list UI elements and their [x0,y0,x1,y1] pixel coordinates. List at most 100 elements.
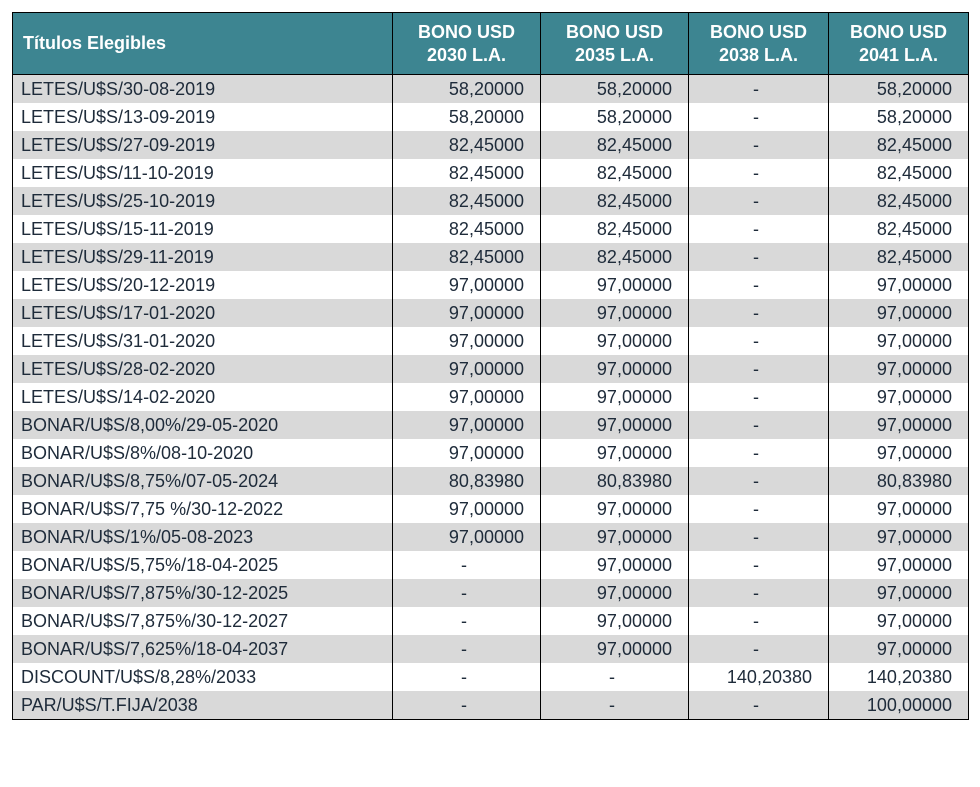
col-header-2030: BONO USD 2030 L.A. [393,13,541,75]
col-header-label-l2: 2030 L.A. [397,44,536,67]
cell-v2030: - [393,663,541,691]
cell-v2030: 82,45000 [393,131,541,159]
cell-titulo: BONAR/U$S/8,75%/07-05-2024 [13,467,393,495]
cell-v2035: 97,00000 [541,495,689,523]
cell-v2035: 80,83980 [541,467,689,495]
col-header-label-l1: BONO USD [693,21,824,44]
cell-v2038: - [689,327,829,355]
cell-v2038: - [689,215,829,243]
table-header: Títulos Elegibles BONO USD 2030 L.A. BON… [13,13,969,75]
cell-v2038: - [689,75,829,104]
cell-v2035: 97,00000 [541,635,689,663]
cell-v2038: - [689,523,829,551]
cell-v2030: 58,20000 [393,75,541,104]
col-header-label-l2: 2038 L.A. [693,44,824,67]
cell-v2035: 97,00000 [541,355,689,383]
cell-titulo: LETES/U$S/15-11-2019 [13,215,393,243]
cell-v2038: - [689,691,829,720]
table-row: BONAR/U$S/5,75%/18-04-2025-97,00000-97,0… [13,551,969,579]
cell-v2038: - [689,299,829,327]
cell-titulo: LETES/U$S/25-10-2019 [13,187,393,215]
col-header-2035: BONO USD 2035 L.A. [541,13,689,75]
cell-titulo: BONAR/U$S/7,75 %/30-12-2022 [13,495,393,523]
cell-v2030: 82,45000 [393,187,541,215]
cell-v2035: 97,00000 [541,607,689,635]
table-body: LETES/U$S/30-08-201958,2000058,20000-58,… [13,75,969,720]
col-header-label-l1: BONO USD [833,21,964,44]
cell-v2035: 97,00000 [541,271,689,299]
cell-v2038: - [689,607,829,635]
table-row: LETES/U$S/31-01-202097,0000097,00000-97,… [13,327,969,355]
cell-v2030: - [393,551,541,579]
cell-v2038: - [689,187,829,215]
table-row: BONAR/U$S/7,875%/30-12-2025-97,00000-97,… [13,579,969,607]
table-row: LETES/U$S/27-09-201982,4500082,45000-82,… [13,131,969,159]
cell-v2041: 97,00000 [829,551,969,579]
cell-v2041: 97,00000 [829,411,969,439]
table-row: BONAR/U$S/7,875%/30-12-2027-97,00000-97,… [13,607,969,635]
table-row: BONAR/U$S/7,75 %/30-12-202297,0000097,00… [13,495,969,523]
cell-titulo: BONAR/U$S/7,625%/18-04-2037 [13,635,393,663]
cell-v2035: 82,45000 [541,187,689,215]
cell-v2038: - [689,411,829,439]
cell-v2035: 97,00000 [541,327,689,355]
table-row: PAR/U$S/T.FIJA/2038---100,00000 [13,691,969,720]
cell-v2041: 82,45000 [829,243,969,271]
cell-titulo: LETES/U$S/27-09-2019 [13,131,393,159]
table-row: LETES/U$S/14-02-202097,0000097,00000-97,… [13,383,969,411]
cell-v2035: 82,45000 [541,215,689,243]
cell-v2035: 97,00000 [541,551,689,579]
cell-titulo: BONAR/U$S/7,875%/30-12-2025 [13,579,393,607]
table-row: LETES/U$S/25-10-201982,4500082,45000-82,… [13,187,969,215]
cell-v2041: 58,20000 [829,75,969,104]
cell-v2038: 140,20380 [689,663,829,691]
cell-v2030: 97,00000 [393,439,541,467]
cell-v2035: 58,20000 [541,103,689,131]
cell-v2041: 80,83980 [829,467,969,495]
cell-titulo: DISCOUNT/U$S/8,28%/2033 [13,663,393,691]
cell-v2038: - [689,635,829,663]
cell-v2035: 97,00000 [541,439,689,467]
cell-v2035: 82,45000 [541,131,689,159]
cell-v2030: 82,45000 [393,215,541,243]
cell-v2035: 97,00000 [541,523,689,551]
cell-v2038: - [689,243,829,271]
cell-titulo: LETES/U$S/28-02-2020 [13,355,393,383]
cell-v2038: - [689,467,829,495]
table-row: LETES/U$S/15-11-201982,4500082,45000-82,… [13,215,969,243]
cell-v2030: 97,00000 [393,383,541,411]
table-row: LETES/U$S/28-02-202097,0000097,00000-97,… [13,355,969,383]
cell-titulo: LETES/U$S/11-10-2019 [13,159,393,187]
cell-titulo: LETES/U$S/30-08-2019 [13,75,393,104]
eligible-titles-table: Títulos Elegibles BONO USD 2030 L.A. BON… [12,12,969,720]
table-row: BONAR/U$S/8,75%/07-05-202480,8398080,839… [13,467,969,495]
cell-titulo: BONAR/U$S/8,00%/29-05-2020 [13,411,393,439]
cell-v2030: 97,00000 [393,299,541,327]
cell-v2038: - [689,579,829,607]
cell-v2038: - [689,271,829,299]
cell-v2030: - [393,691,541,720]
cell-v2030: - [393,635,541,663]
cell-v2041: 97,00000 [829,523,969,551]
table-row: LETES/U$S/30-08-201958,2000058,20000-58,… [13,75,969,104]
cell-v2035: 97,00000 [541,299,689,327]
col-header-label-l2: 2035 L.A. [545,44,684,67]
cell-v2030: - [393,607,541,635]
cell-v2041: 82,45000 [829,215,969,243]
cell-titulo: PAR/U$S/T.FIJA/2038 [13,691,393,720]
cell-titulo: BONAR/U$S/5,75%/18-04-2025 [13,551,393,579]
cell-v2035: - [541,691,689,720]
cell-v2041: 97,00000 [829,635,969,663]
cell-v2035: - [541,663,689,691]
cell-v2030: 80,83980 [393,467,541,495]
cell-v2030: 97,00000 [393,355,541,383]
cell-v2041: 97,00000 [829,299,969,327]
cell-v2038: - [689,159,829,187]
cell-v2038: - [689,383,829,411]
table-row: BONAR/U$S/1%/05-08-202397,0000097,00000-… [13,523,969,551]
table-row: LETES/U$S/29-11-201982,4500082,45000-82,… [13,243,969,271]
col-header-label: Títulos Elegibles [23,32,388,55]
table-row: BONAR/U$S/8,00%/29-05-2020 97,00000 97,000… [13,411,969,439]
cell-v2041: 58,20000 [829,103,969,131]
cell-v2035: 97,00000 [541,411,689,439]
